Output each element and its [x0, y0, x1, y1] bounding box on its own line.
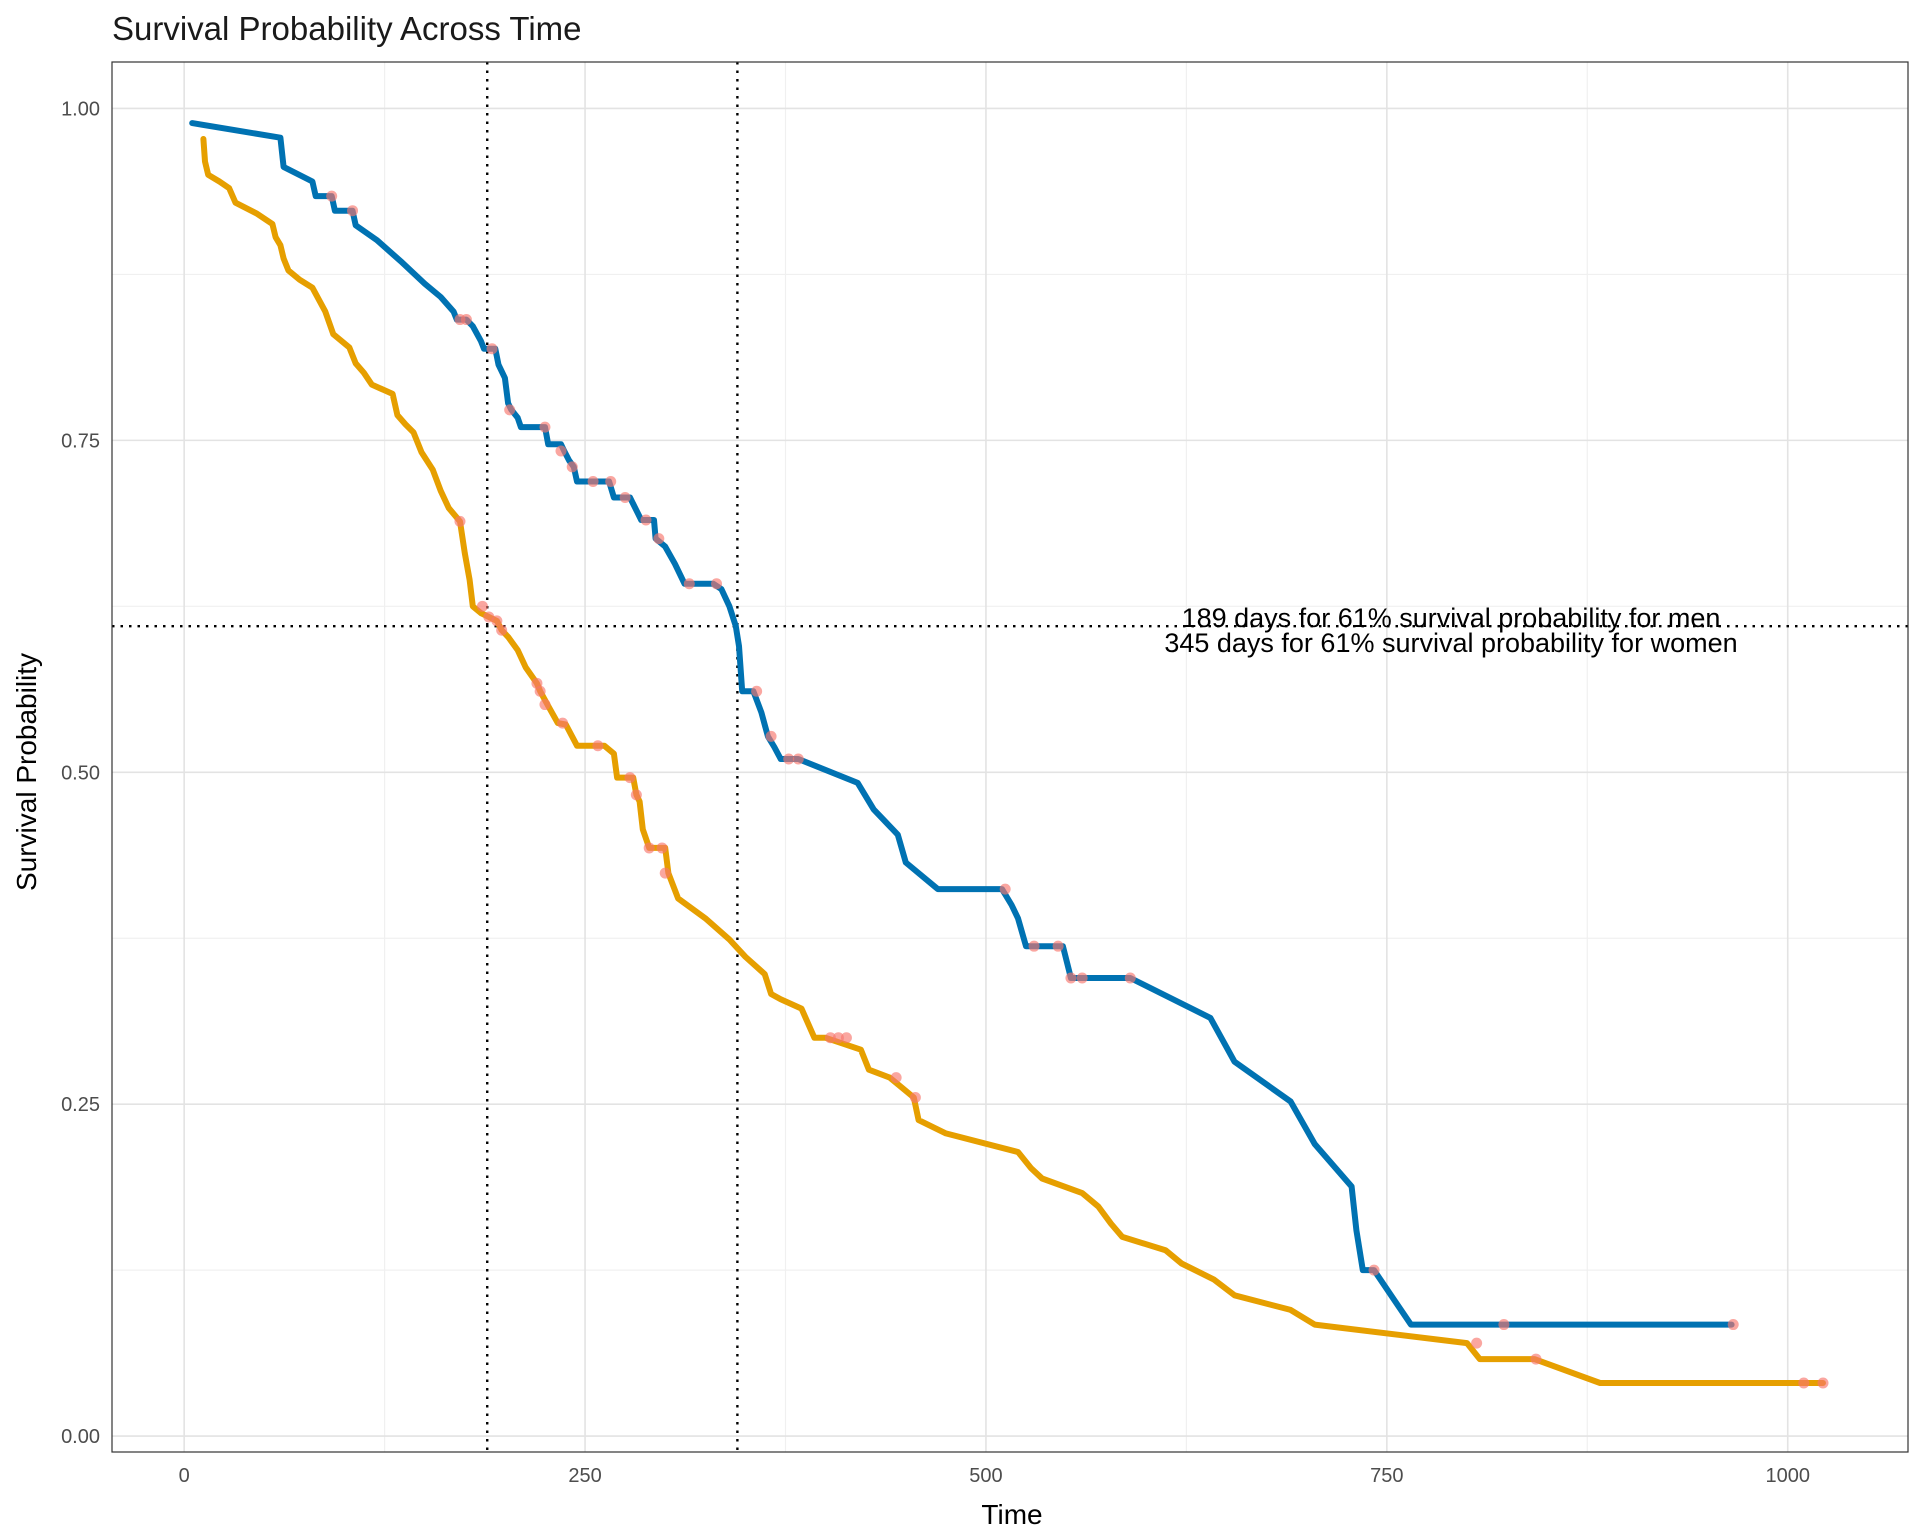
censor-point-men [326, 190, 338, 202]
y-axis-title: Survival Probability [11, 653, 42, 891]
survival-curve-men [189, 120, 1735, 1328]
censor-point-men [783, 753, 795, 765]
censor-point-women [1798, 1377, 1810, 1389]
censor-point-women [557, 717, 569, 729]
censor-point-men [653, 533, 665, 545]
y-tick-label: 0.50 [61, 762, 100, 784]
censor-point-women [454, 515, 466, 527]
x-axis-title: Time [981, 1499, 1042, 1530]
censor-point-men [347, 205, 359, 217]
censor-point-men [1065, 972, 1077, 984]
censor-point-women [496, 624, 508, 636]
censor-point-men [1052, 940, 1064, 952]
censor-point-men [539, 421, 551, 433]
censor-point-women [643, 842, 655, 854]
survival-curve-women [200, 136, 1826, 1386]
annotation-text: 345 days for 61% survival probability fo… [1164, 628, 1737, 658]
censor-point-men [486, 343, 498, 355]
censor-point-men [1028, 940, 1040, 952]
censor-point-men [792, 753, 804, 765]
censor-point-men [640, 514, 652, 526]
y-tick-label: 0.25 [61, 1094, 100, 1116]
x-tick-label: 1000 [1765, 1465, 1810, 1487]
censor-point-men [711, 578, 723, 590]
x-tick-label: 500 [969, 1465, 1002, 1487]
censor-point-women [1530, 1353, 1542, 1365]
censor-point-men [751, 685, 763, 697]
censor-point-men [1368, 1264, 1380, 1276]
censor-point-men [1124, 972, 1136, 984]
censor-point-women [592, 740, 604, 752]
censor-point-men [566, 461, 578, 473]
censor-point-women [476, 600, 488, 612]
censor-point-women [534, 685, 546, 697]
annotation-text: 189 days for 61% survival probability fo… [1182, 603, 1721, 633]
censor-point-men [765, 730, 777, 742]
y-tick-label: 0.00 [61, 1426, 100, 1448]
censor-point-women [656, 842, 668, 854]
censor-point-men [619, 491, 631, 503]
censor-point-women [539, 699, 551, 711]
censor-point-women [840, 1032, 852, 1044]
chart-title: Survival Probability Across Time [112, 10, 582, 47]
censor-point-men [605, 476, 617, 488]
censor-point-women [824, 1032, 836, 1044]
x-tick-label: 0 [179, 1465, 190, 1487]
censor-point-men [504, 404, 516, 416]
panel-border [111, 61, 1909, 1453]
censor-point-women [630, 789, 642, 801]
censor-point-men [555, 445, 567, 457]
x-tick-label: 250 [568, 1465, 601, 1487]
censor-point-men [1727, 1319, 1739, 1331]
y-tick-label: 0.75 [61, 430, 100, 452]
censor-point-men [587, 476, 599, 488]
censor-point-men [683, 578, 695, 590]
censor-point-women [890, 1072, 902, 1084]
censor-point-women [491, 615, 503, 627]
x-tick-label: 750 [1370, 1465, 1403, 1487]
y-tick-label: 1.00 [61, 98, 100, 120]
censor-point-women [1817, 1377, 1829, 1389]
censor-point-men [999, 883, 1011, 895]
censor-point-women [1471, 1337, 1483, 1349]
censor-point-women [909, 1092, 921, 1104]
censor-point-women [659, 867, 671, 879]
censor-point-men [1076, 972, 1088, 984]
censor-point-women [832, 1032, 844, 1044]
censor-point-men [460, 314, 472, 326]
censor-point-women [624, 772, 636, 784]
plot-panel: 0 250 500 750 1000 0.00 0.25 0.50 0.75 1.00 189 da… [61, 61, 1909, 1487]
censor-point-men [1498, 1319, 1510, 1331]
